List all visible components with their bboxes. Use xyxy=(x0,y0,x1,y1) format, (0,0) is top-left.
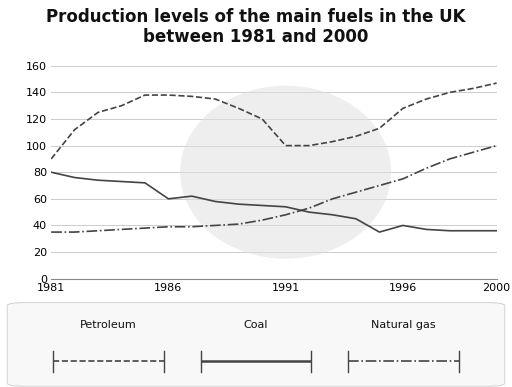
Text: Petroleum: Petroleum xyxy=(80,320,137,330)
Text: Production levels of the main fuels in the UK
between 1981 and 2000: Production levels of the main fuels in t… xyxy=(46,8,466,46)
Text: Natural gas: Natural gas xyxy=(371,320,436,330)
FancyBboxPatch shape xyxy=(7,303,505,386)
Ellipse shape xyxy=(180,86,391,259)
Text: Coal: Coal xyxy=(244,320,268,330)
